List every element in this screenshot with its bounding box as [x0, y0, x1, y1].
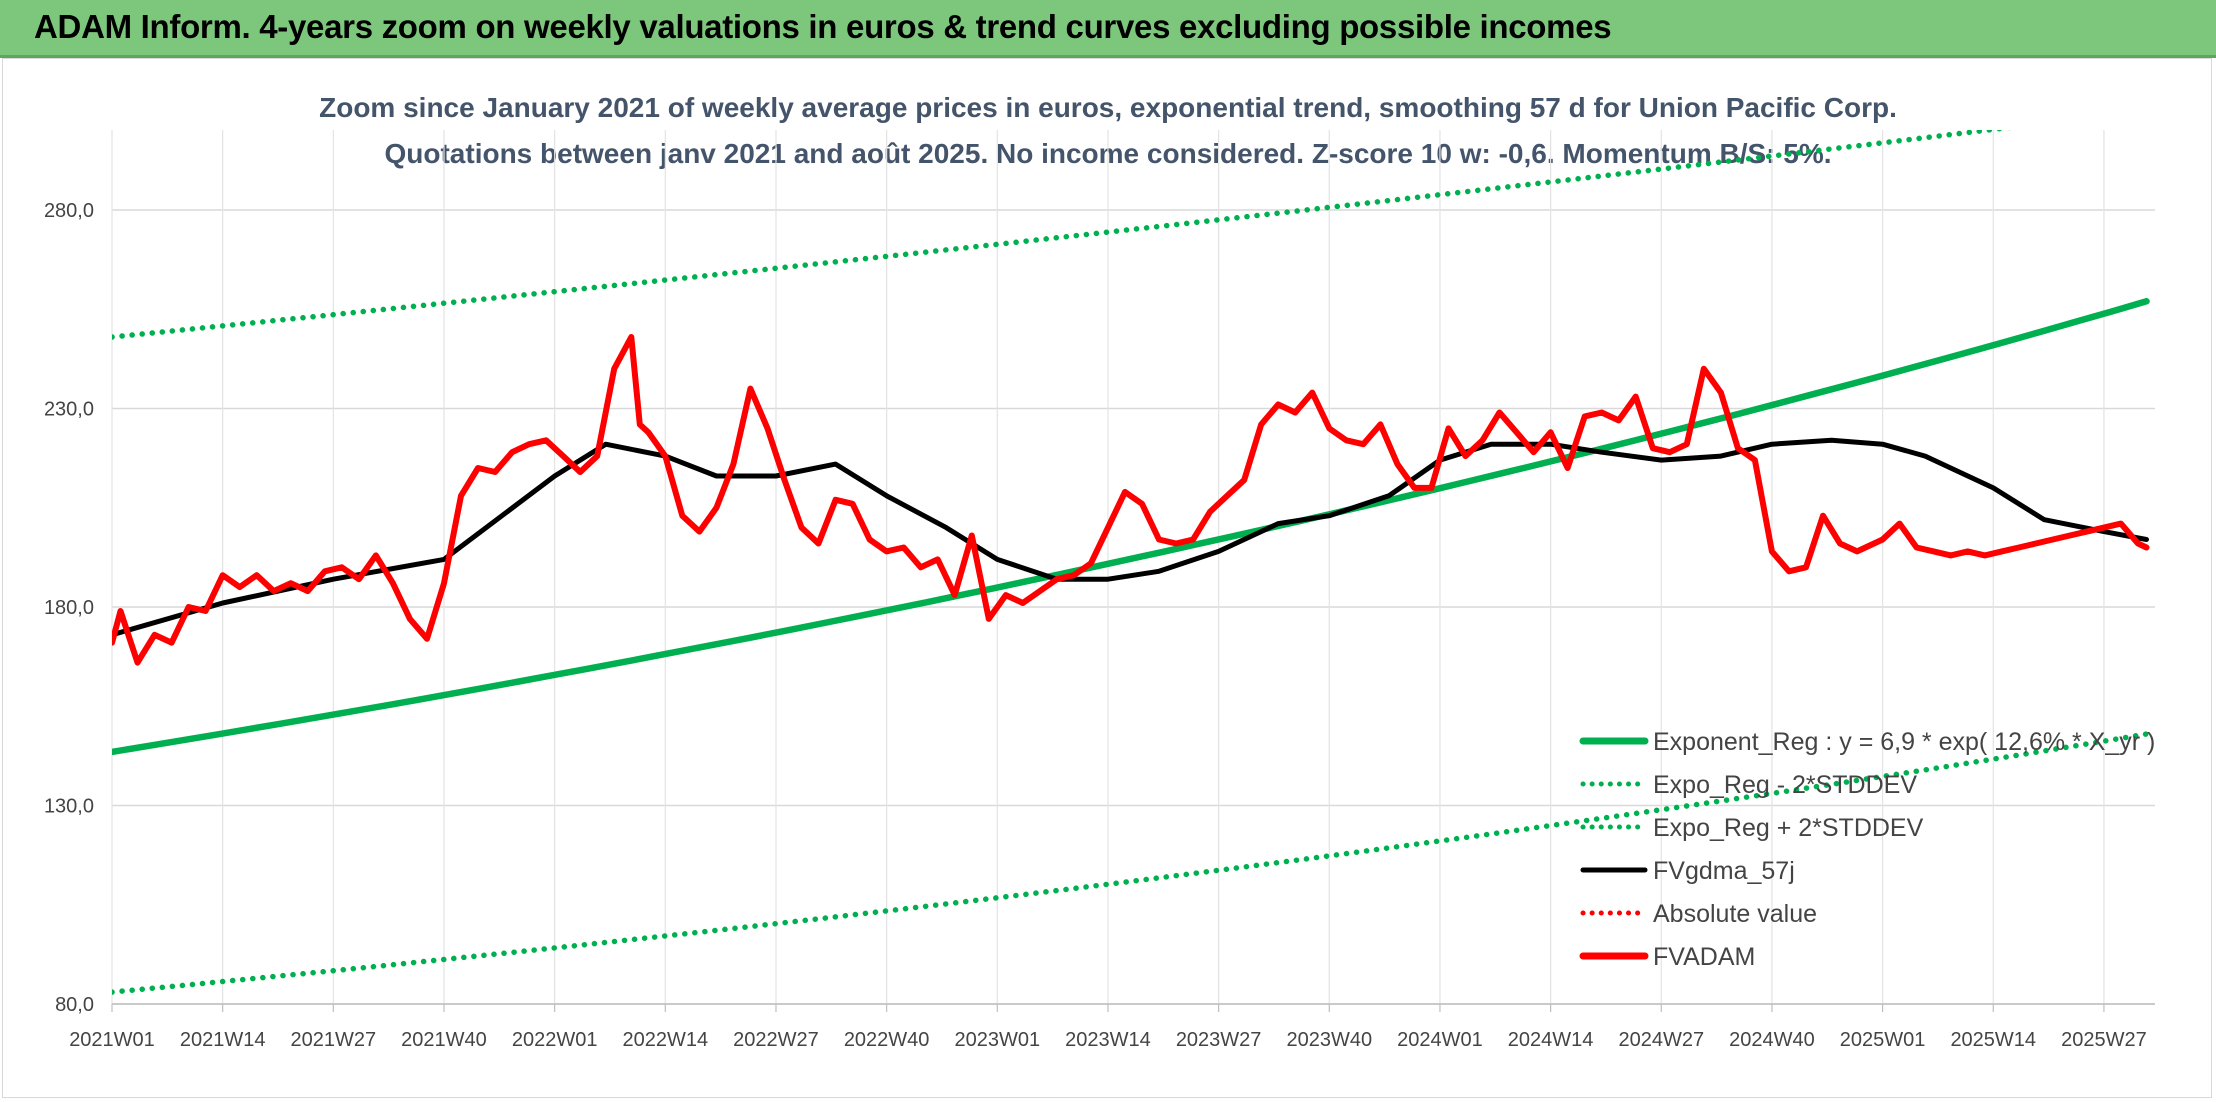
legend-lower-band-label: Expo_Reg - 2*STDDEV [1653, 771, 1917, 799]
x-tick-label: 2021W01 [69, 1029, 155, 1051]
legend-upper-band-label: Expo_Reg + 2*STDDEV [1653, 814, 1924, 842]
x-tick-label: 2022W40 [844, 1029, 930, 1051]
x-tick-label: 2024W01 [1397, 1029, 1483, 1051]
x-tick-label: 2025W01 [1840, 1029, 1926, 1051]
y-tick-label: 280,0 [44, 200, 94, 222]
legend-absolute-label: Absolute value [1653, 900, 1817, 928]
legend-trend-label: Exponent_Reg : y = 6,9 * exp( 12,6% * X_… [1653, 728, 2155, 756]
x-tick-label: 2024W27 [1618, 1029, 1704, 1051]
x-axis-ticks: 2021W01 2021W14 2021W27 2021W40 2022W01 2022W… [69, 1029, 2147, 1051]
header-bar: ADAM Inform. 4-years zoom on weekly valu… [0, 0, 2216, 58]
x-tick-label: 2023W14 [1065, 1029, 1151, 1051]
x-tick-label: 2023W01 [954, 1029, 1040, 1051]
price-line [112, 334, 2150, 666]
chart-series [112, 130, 2150, 995]
x-tick-label: 2022W01 [512, 1029, 598, 1051]
y-tick-label: 230,0 [44, 399, 94, 421]
x-tick-label: 2022W27 [733, 1029, 819, 1051]
x-tick-label: 2025W27 [2061, 1029, 2147, 1051]
y-tick-label: 80,0 [55, 994, 94, 1016]
y-axis-ticks: 80,0 130,0 180,0 230,0 280,0 [44, 200, 94, 1016]
smoothing-line [112, 437, 2149, 638]
upper-band-line [112, 130, 2012, 340]
x-tick-label: 2021W40 [401, 1029, 487, 1051]
x-tick-label: 2024W40 [1729, 1029, 1815, 1051]
x-tick-label: 2021W14 [180, 1029, 266, 1051]
trend-line [112, 298, 2150, 756]
chart-title: Zoom since January 2021 of weekly averag… [319, 92, 1897, 123]
x-tick-label: 2024W14 [1508, 1029, 1594, 1051]
legend-smoothing-label: FVgdma_57j [1653, 857, 1795, 885]
lower-band-line [112, 731, 2150, 995]
legend-price-label: FVADAM [1653, 943, 1755, 971]
y-tick-label: 180,0 [44, 597, 94, 619]
x-tick-label: 2023W40 [1286, 1029, 1372, 1051]
page-title: ADAM Inform. 4-years zoom on weekly valu… [34, 8, 1612, 45]
x-tick-label: 2025W14 [1950, 1029, 2036, 1051]
chart-frame [2, 58, 2212, 1098]
x-tick-label: 2021W27 [291, 1029, 377, 1051]
y-tick-label: 130,0 [44, 796, 94, 818]
x-tick-label: 2022W14 [623, 1029, 709, 1051]
x-tick-label: 2023W27 [1176, 1029, 1262, 1051]
chart-grid [111, 130, 2155, 1012]
chart-legend: Exponent_Reg : y = 6,9 * exp( 12,6% * X_… [1579, 728, 2155, 971]
